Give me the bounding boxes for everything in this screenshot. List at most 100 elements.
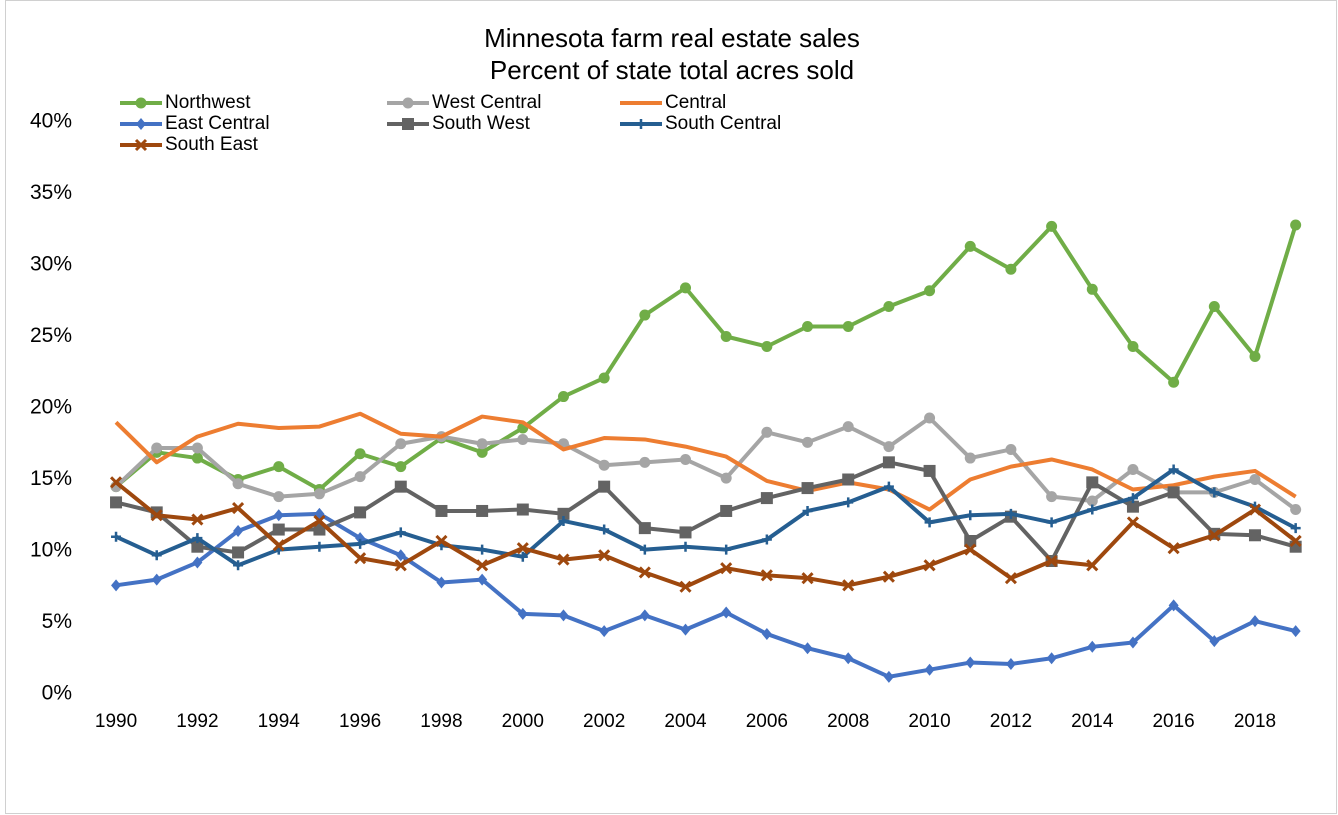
legend-label: Northwest xyxy=(165,92,251,113)
marker xyxy=(1004,572,1017,585)
marker xyxy=(598,480,611,493)
marker xyxy=(1248,503,1262,516)
legend-label: East Central xyxy=(165,113,270,134)
marker xyxy=(395,549,406,562)
legend-item: South Central xyxy=(620,113,781,134)
marker xyxy=(1127,493,1138,504)
marker xyxy=(802,436,814,448)
series xyxy=(110,456,1302,568)
marker xyxy=(924,285,936,297)
marker xyxy=(599,524,610,535)
marker xyxy=(557,391,569,403)
marker xyxy=(598,549,611,562)
marker xyxy=(313,488,325,500)
line xyxy=(115,511,1297,679)
marker xyxy=(1086,559,1099,572)
marker xyxy=(191,442,203,454)
marker xyxy=(1087,640,1098,653)
marker xyxy=(923,464,936,477)
marker xyxy=(760,492,773,505)
marker xyxy=(1290,625,1301,638)
marker xyxy=(192,533,203,544)
marker xyxy=(150,509,163,522)
x-tick-label: 2000 xyxy=(502,711,544,732)
y-tick-label: 40% xyxy=(30,110,72,133)
x-tick-label: 2012 xyxy=(990,711,1032,732)
marker xyxy=(801,482,814,495)
marker xyxy=(964,240,976,252)
marker xyxy=(720,504,733,517)
marker xyxy=(136,118,146,130)
marker xyxy=(477,573,488,586)
marker xyxy=(233,560,244,571)
marker xyxy=(842,579,855,592)
marker xyxy=(476,446,488,458)
marker xyxy=(1126,500,1139,513)
marker xyxy=(842,473,855,486)
legend-item: Northwest xyxy=(120,92,251,113)
marker xyxy=(191,540,204,553)
marker xyxy=(435,504,448,517)
marker xyxy=(1127,463,1139,475)
marker xyxy=(232,546,245,559)
marker xyxy=(721,544,732,555)
marker xyxy=(1168,464,1179,475)
y-tick-label: 5% xyxy=(42,610,72,633)
marker xyxy=(1046,220,1058,232)
marker xyxy=(273,461,285,473)
line xyxy=(115,460,1297,564)
marker xyxy=(680,282,692,294)
legend-label: West Central xyxy=(432,92,541,113)
marker xyxy=(964,452,976,464)
marker xyxy=(843,652,854,665)
marker xyxy=(402,118,414,130)
marker xyxy=(802,642,813,655)
marker xyxy=(1046,652,1057,665)
marker xyxy=(1126,516,1140,529)
marker xyxy=(639,456,651,468)
marker xyxy=(1086,495,1098,507)
legend-item: South West xyxy=(387,113,531,134)
marker xyxy=(760,569,773,582)
marker xyxy=(557,507,570,520)
marker xyxy=(232,478,244,490)
marker xyxy=(517,551,528,562)
marker xyxy=(355,538,366,549)
marker xyxy=(598,372,610,384)
marker xyxy=(232,502,245,515)
marker xyxy=(134,138,148,152)
marker xyxy=(354,471,366,483)
y-tick-label: 20% xyxy=(30,396,72,419)
marker xyxy=(1046,491,1058,503)
marker xyxy=(233,524,244,537)
marker xyxy=(801,572,814,585)
line xyxy=(114,480,1297,589)
marker xyxy=(1086,476,1099,489)
marker xyxy=(842,320,854,332)
marker xyxy=(965,510,976,521)
marker xyxy=(598,459,610,471)
marker xyxy=(882,456,895,469)
y-tick-label: 0% xyxy=(42,682,72,705)
marker xyxy=(965,656,976,669)
marker xyxy=(395,527,406,538)
x-tick-label: 2006 xyxy=(746,711,788,732)
marker xyxy=(272,523,285,536)
x-tick-label: 1994 xyxy=(258,711,301,732)
marker xyxy=(1005,443,1017,455)
marker xyxy=(394,559,407,572)
marker xyxy=(924,517,935,528)
marker xyxy=(1086,283,1098,295)
marker xyxy=(557,553,570,566)
marker xyxy=(135,97,147,109)
marker xyxy=(843,497,854,508)
marker xyxy=(1290,523,1301,534)
marker xyxy=(395,438,407,450)
marker xyxy=(1167,486,1180,499)
marker xyxy=(1208,529,1221,542)
marker xyxy=(1290,219,1302,231)
marker xyxy=(1208,300,1220,312)
legend-item: East Central xyxy=(120,113,270,134)
marker xyxy=(109,476,123,489)
